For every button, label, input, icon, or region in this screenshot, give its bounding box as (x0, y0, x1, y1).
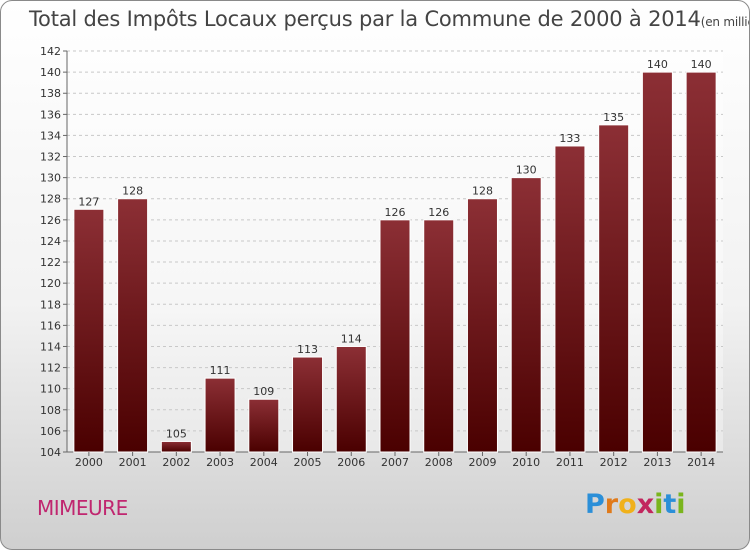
commune-name: MIMEURE (37, 496, 128, 520)
bar (641, 71, 673, 453)
y-tick-label: 104 (40, 446, 61, 459)
y-tick-label: 140 (40, 66, 61, 79)
x-tick-label: 2008 (425, 456, 453, 469)
data-label: 133 (559, 132, 580, 145)
data-label: 126 (385, 206, 406, 219)
bar (335, 345, 367, 453)
y-tick-label: 120 (40, 277, 61, 290)
x-tick-label: 2000 (75, 456, 103, 469)
y-tick-label: 118 (40, 298, 61, 311)
data-label: 130 (516, 164, 537, 177)
bar (73, 208, 105, 453)
data-label: 111 (210, 364, 231, 377)
data-label: 114 (341, 332, 362, 345)
x-tick-label: 2006 (337, 456, 365, 469)
data-label: 127 (78, 195, 99, 208)
bar (292, 356, 324, 453)
y-tick-label: 134 (40, 129, 61, 142)
data-label: 140 (691, 58, 712, 71)
x-tick-label: 2003 (206, 456, 234, 469)
chart-unit: (en milliers d'€) (700, 15, 749, 29)
bar (510, 177, 542, 453)
x-tick-label: 2011 (556, 456, 584, 469)
bar (466, 198, 498, 453)
chart-title: Total des Impôts Locaux perçus par la Co… (29, 7, 749, 31)
proxiti-logo: Proxiti (585, 489, 686, 520)
x-tick-label: 2005 (294, 456, 322, 469)
y-tick-label: 142 (40, 45, 61, 58)
data-label: 140 (647, 58, 668, 71)
data-label: 105 (166, 427, 187, 440)
y-tick-label: 124 (40, 235, 61, 248)
y-tick-label: 138 (40, 87, 61, 100)
data-label: 113 (297, 343, 318, 356)
data-label: 128 (472, 185, 493, 198)
data-label: 109 (253, 385, 274, 398)
x-tick-label: 2010 (512, 456, 540, 469)
x-tick-label: 2004 (250, 456, 278, 469)
data-label: 135 (603, 111, 624, 124)
x-tick-label: 2013 (643, 456, 671, 469)
y-tick-label: 122 (40, 256, 61, 269)
x-tick-label: 2014 (687, 456, 715, 469)
y-tick-label: 126 (40, 214, 61, 227)
y-tick-label: 108 (40, 404, 61, 417)
bar (423, 219, 455, 453)
bar (598, 124, 630, 453)
data-label: 126 (428, 206, 449, 219)
bar (379, 219, 411, 453)
x-tick-label: 2007 (381, 456, 409, 469)
data-label: 128 (122, 185, 143, 198)
y-tick-label: 106 (40, 425, 61, 438)
y-tick-label: 136 (40, 108, 61, 121)
x-tick-label: 2002 (162, 456, 190, 469)
bar (117, 198, 149, 453)
bar (204, 377, 236, 453)
y-tick-label: 110 (40, 383, 61, 396)
x-tick-label: 2009 (468, 456, 496, 469)
y-tick-label: 130 (40, 172, 61, 185)
x-tick-label: 2001 (119, 456, 147, 469)
y-tick-label: 116 (40, 319, 61, 332)
bar (248, 398, 280, 453)
y-tick-label: 132 (40, 151, 61, 164)
bar (160, 440, 192, 453)
y-tick-label: 128 (40, 193, 61, 206)
chart-title-text: Total des Impôts Locaux perçus par la Co… (29, 7, 701, 31)
bar (685, 71, 717, 453)
y-tick-label: 112 (40, 362, 61, 375)
bar (554, 145, 586, 453)
y-tick-label: 114 (40, 340, 61, 353)
x-tick-label: 2012 (600, 456, 628, 469)
